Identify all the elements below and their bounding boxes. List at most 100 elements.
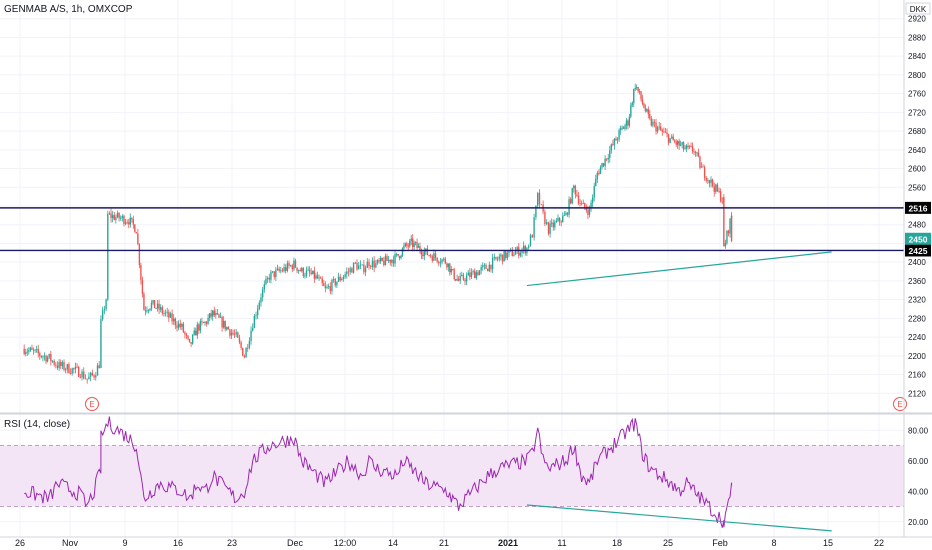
candle-body [308,269,311,273]
candle-body [667,134,670,143]
candle-body [169,313,172,318]
candle-body [361,264,363,266]
candle-body [171,313,173,322]
rsi-tick-label: 80.00 [908,426,929,435]
candle-body [565,212,567,215]
candle-body [656,127,659,132]
candle-body [598,172,600,174]
candle-body [53,360,55,365]
candle-body [529,235,532,247]
candle-body [607,158,609,160]
candle-body [98,365,100,369]
candle-body [40,355,43,357]
candle-body [387,259,390,261]
candle-body [696,152,698,154]
candle-body [584,202,586,208]
rsi-line [24,416,733,528]
candle-body [327,286,330,288]
candle-body [599,167,602,174]
candle-body [68,364,70,374]
candle-body [347,271,350,273]
candle-body [461,274,463,276]
candle-body [483,264,486,266]
candle-body [518,247,520,256]
candle-body [664,131,667,133]
candle-body [478,270,481,276]
candle-body [726,230,728,244]
candle-body [370,266,372,268]
currency-badge: DKK [910,5,927,14]
candle-body [627,120,629,126]
candle-body [610,144,613,151]
candle-body [356,262,358,270]
candle-body [555,220,558,222]
candle-body [247,347,249,349]
candle-body [121,215,124,219]
candle-body [230,332,233,336]
x-tick-label: 14 [388,538,398,548]
candle-body [552,222,554,228]
x-tick-label: 11 [557,538,566,548]
candle-body [161,307,164,314]
candle-body [128,222,130,225]
candle-body [417,246,420,248]
candle-body [573,185,575,189]
candle-body [690,145,692,147]
candle-body [634,87,636,90]
candle-body [624,125,626,129]
rsi-legend[interactable]: RSI (14, close) [4,419,71,430]
candle-body [643,103,645,108]
candle-body [312,270,314,274]
candle-body [48,353,50,358]
candle-body [134,224,136,233]
candle-body [43,355,46,357]
candle-body [255,315,257,316]
candle-body [723,197,725,247]
candle-body [383,260,385,266]
candle-body [718,191,720,192]
candle-body [96,365,99,376]
candle-body [193,330,195,335]
candle-body [288,263,290,266]
candle-body [403,245,405,249]
symbol-legend[interactable]: GENMAB A/S, 1h, OMXCOP [4,4,133,15]
candle-body [457,279,460,281]
candle-body [384,256,387,266]
candle-body [349,268,351,272]
candle-body [208,313,211,318]
candle-body [453,269,455,280]
candle-body [524,245,526,254]
candle-body [240,342,242,348]
candle-body [84,378,87,380]
candle-body [475,272,478,279]
candle-body [115,217,117,220]
candle-body [150,302,153,309]
candle-body [341,278,343,281]
candle-body [342,276,345,279]
candle-body [537,192,539,206]
candle-body [678,140,680,146]
candle-body [232,332,234,334]
candle-body [596,172,599,179]
candle-body [245,347,247,358]
candle-body [588,207,591,215]
candle-body [266,277,269,279]
candle-body [146,310,148,312]
candle-body [579,203,581,205]
candle-body [280,270,282,272]
candle-body [637,87,639,92]
candle-body [218,314,220,318]
candle-body [89,372,92,377]
candle-body [442,258,445,260]
candle-body [538,192,541,205]
last-price-tag-box [905,232,931,245]
candle-body [661,130,664,132]
candle-body [315,275,317,279]
candle-body [163,313,165,314]
candle-body [224,320,226,330]
candle-body [663,131,665,133]
candle-body [688,145,691,147]
